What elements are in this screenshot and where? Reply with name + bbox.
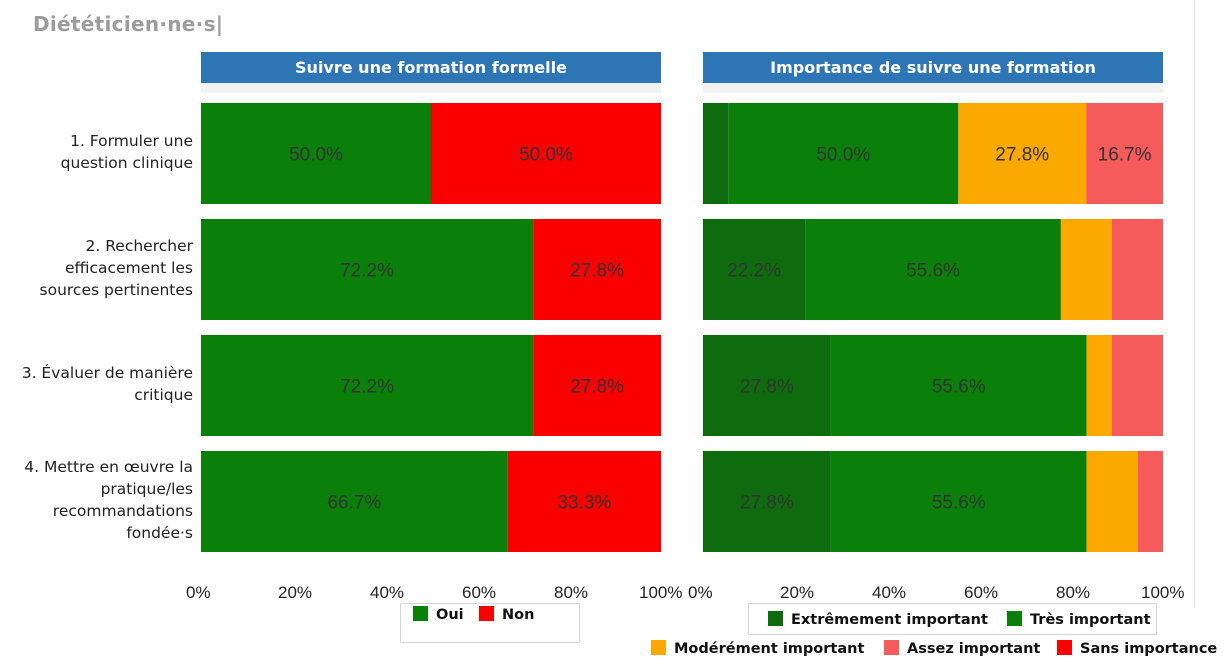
page-title: Diététicien·ne·s| [33, 12, 224, 36]
bar-segment [533, 335, 661, 436]
x-tick-label: 0% [186, 583, 211, 602]
bar-segment [201, 103, 431, 204]
x-tick-label: 20% [278, 583, 313, 602]
chart-importance-formation: Importance de suivre une formation 50.0%… [703, 52, 1163, 562]
bar-segment [703, 451, 831, 552]
legend-item-modere: Modérément important [651, 640, 864, 657]
data-label: 50.0% [289, 145, 343, 166]
legend-item-oui: Oui [413, 606, 464, 623]
category-label: 1. Formuler une question clinique [60, 132, 193, 172]
chart-title: Suivre une formation formelle [201, 52, 661, 83]
x-tick-label: 100% [639, 583, 683, 602]
category-label: 3. Évaluer de manière critique [21, 364, 193, 404]
bar-chart-right: 50.0% 27.8% 16.7% 22.2% 55.6% 27.8% 55.6% 27.8%… [703, 93, 1163, 562]
bar-segment [201, 335, 534, 436]
data-label: 72.2% [340, 261, 394, 282]
x-tick-label: 80% [554, 583, 589, 602]
legend-item-tres: Très important [1007, 611, 1151, 628]
legend-item-non: Non [479, 606, 534, 623]
bar-segment [830, 451, 1087, 552]
data-label: 55.6% [932, 493, 986, 514]
x-tick-label: 60% [462, 583, 497, 602]
bar-segment [1111, 219, 1163, 320]
bar-segment [830, 335, 1087, 436]
chart-formation-formelle: Suivre une formation formelle 50.0% 50.0%… [201, 52, 661, 562]
legend-item-sans: Sans importance [1057, 640, 1217, 657]
swatch-extremement [768, 611, 783, 626]
divider [1194, 0, 1195, 608]
legend-item-extremement: Extrêmement important [768, 611, 988, 628]
bar-segment [805, 219, 1061, 320]
swatch-tres [1007, 611, 1022, 626]
data-label: 22.2% [727, 261, 781, 282]
bar-segment [533, 219, 661, 320]
data-label: 72.2% [340, 377, 394, 398]
data-label: 27.8% [740, 377, 794, 398]
bar-segment [1060, 219, 1112, 320]
x-tick-label: 100% [1141, 583, 1185, 602]
swatch-oui [413, 606, 428, 621]
swatch-non [479, 606, 494, 621]
bar-segment [1137, 451, 1163, 552]
bar-segment [431, 103, 661, 204]
x-tick-label: 20% [780, 583, 815, 602]
bar-chart-left: 50.0% 50.0% 72.2% 27.8% 72.2% 27.8% 66.7% 33.3% [201, 93, 661, 562]
swatch-modere [651, 640, 666, 655]
bar-segment [728, 103, 959, 204]
bar-segment [1086, 103, 1163, 204]
swatch-sans [1057, 640, 1072, 655]
bar-segment [958, 103, 1087, 204]
data-label: 50.0% [816, 145, 870, 166]
bar-segment [1086, 451, 1138, 552]
legend-right [748, 603, 1157, 635]
legend-item-assez: Assez important [884, 640, 1040, 657]
category-label: 4. Mettre en œuvre la pratique/les recomma… [24, 458, 193, 542]
category-label: 2. Rechercher efficacement les sources per… [39, 237, 193, 299]
data-label: 66.7% [327, 493, 381, 514]
bar-segment [1086, 335, 1112, 436]
data-label: 27.8% [740, 493, 794, 514]
x-tick-label: 80% [1056, 583, 1091, 602]
bar-segment [703, 103, 729, 204]
data-label: 27.8% [570, 261, 624, 282]
x-tick-label: 0% [688, 583, 713, 602]
plot-area: 50.0% 27.8% 16.7% 22.2% 55.6% 27.8% 55.6% 27.8%… [703, 83, 1163, 562]
data-label: 33.3% [557, 493, 611, 514]
x-tick-label: 40% [872, 583, 907, 602]
bar-segment [507, 451, 661, 552]
swatch-assez [884, 640, 899, 655]
data-label: 50.0% [519, 145, 573, 166]
x-tick-label: 60% [964, 583, 999, 602]
plot-area: 50.0% 50.0% 72.2% 27.8% 72.2% 27.8% 66.7% 33.3% [201, 83, 661, 562]
bar-segment [703, 219, 806, 320]
data-label: 55.6% [932, 377, 986, 398]
bar-segment [201, 219, 534, 320]
chart-title: Importance de suivre une formation [703, 52, 1163, 83]
data-label: 55.6% [906, 261, 960, 282]
bar-segment [1111, 335, 1163, 436]
bar-segment [703, 335, 831, 436]
bar-segment [201, 451, 508, 552]
data-label: 27.8% [995, 145, 1049, 166]
x-tick-label: 40% [370, 583, 405, 602]
data-label: 16.7% [1098, 145, 1152, 166]
data-label: 27.8% [570, 377, 624, 398]
